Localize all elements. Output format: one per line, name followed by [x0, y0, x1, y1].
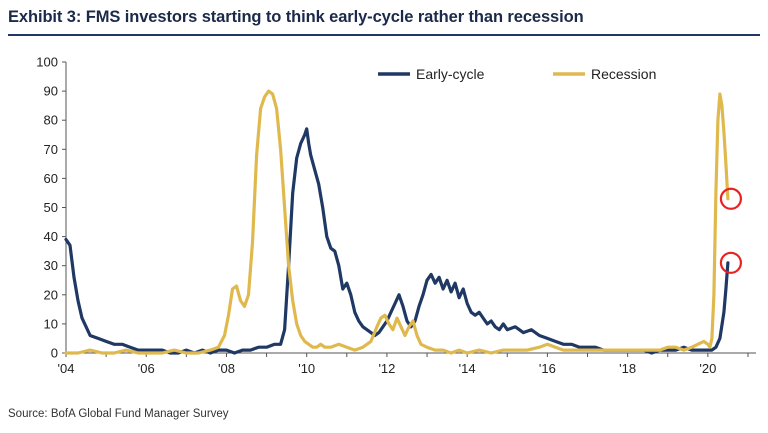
x-tick-label: '08 — [218, 361, 235, 376]
y-tick-label: 70 — [44, 142, 58, 157]
x-tick-label: '20 — [699, 361, 716, 376]
axes: 0 10 20 30 40 50 60 70 80 90 100 '04 '06 '08 '10 '12 '14… — [36, 55, 756, 376]
legend-label: Recession — [591, 66, 656, 82]
y-tick-label: 10 — [44, 316, 58, 331]
legend-label: Early-cycle — [416, 66, 485, 82]
highlight-circle-early-cycle — [719, 251, 743, 274]
x-tick-label: '18 — [619, 361, 636, 376]
y-tick-label: 20 — [44, 287, 58, 302]
line-chart: 0 10 20 30 40 50 60 70 80 90 100 '04 '06 '08 '10 '12 '14… — [36, 55, 756, 376]
legend: Early-cycle Recession — [378, 66, 656, 82]
source-note: Source: BofA Global Fund Manager Survey — [8, 408, 229, 420]
y-tick-label: 30 — [44, 258, 58, 273]
series-lines — [64, 89, 730, 355]
highlight-circle-recession — [719, 187, 743, 210]
chart-title: Exhibit 3: FMS investors starting to thi… — [8, 8, 584, 26]
y-tick-label: 80 — [44, 113, 58, 128]
y-tick-label: 100 — [36, 55, 58, 70]
title-divider — [8, 34, 760, 36]
x-tick-label: '14 — [459, 361, 476, 376]
y-tick-label: 60 — [44, 171, 58, 186]
x-tick-label: '12 — [378, 361, 395, 376]
x-tick-label: '16 — [539, 361, 556, 376]
x-tick-label: '10 — [298, 361, 315, 376]
y-tick-label: 90 — [44, 84, 58, 99]
y-tick-label: 50 — [44, 200, 58, 215]
series-line-recession — [64, 89, 730, 355]
series-line-early-cycle — [64, 127, 730, 355]
x-tick-label: '06 — [138, 361, 155, 376]
y-tick-label: 0 — [51, 346, 58, 361]
y-tick-label: 40 — [44, 229, 58, 244]
x-tick-label: '04 — [58, 361, 75, 376]
highlight-circles — [719, 187, 743, 274]
